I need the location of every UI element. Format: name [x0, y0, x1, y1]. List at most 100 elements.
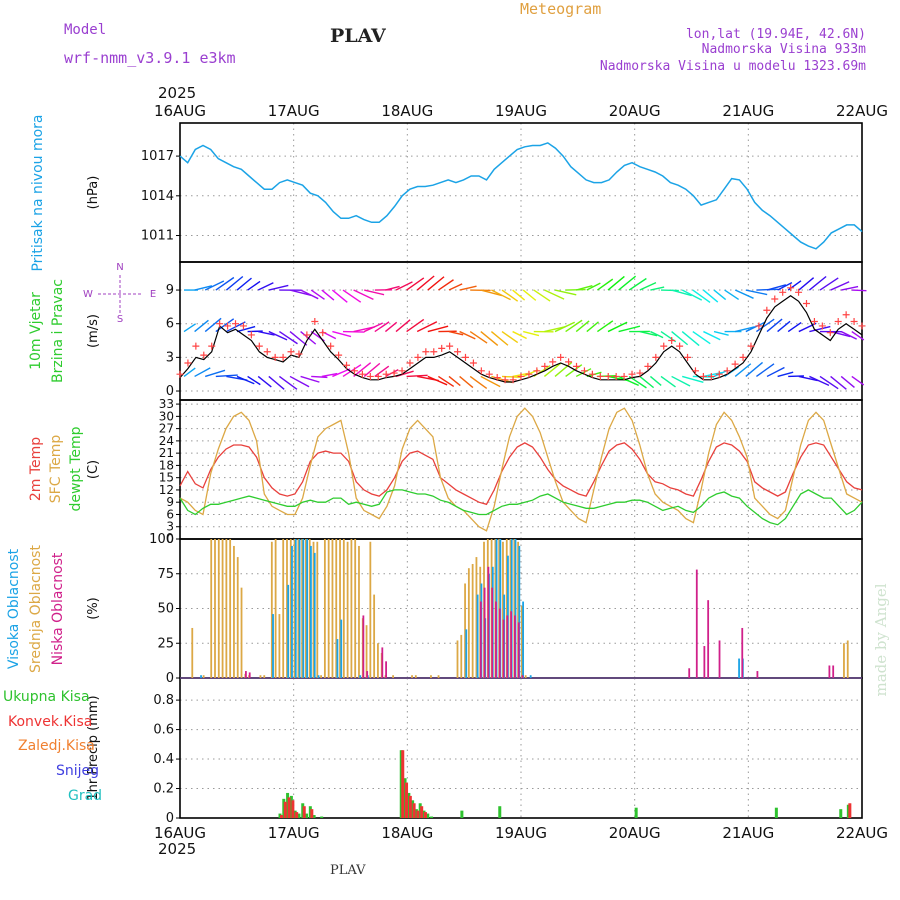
wind-arrow [268, 284, 289, 291]
gust-marker [691, 367, 699, 375]
cloud-bar-high [522, 601, 524, 678]
gust-marker [406, 359, 414, 367]
gust-marker [454, 348, 462, 356]
wind-arrow [650, 330, 664, 339]
wind-arrow [278, 375, 298, 390]
wind-arrow [809, 375, 830, 387]
wind-arrow [183, 323, 197, 333]
cloud-bar-mid [354, 539, 357, 678]
gust-marker [699, 372, 707, 380]
panel-clouds: 0 25 50 75 100 (%) [86, 532, 863, 686]
wind-arrow [523, 330, 540, 337]
wind-arrow [480, 375, 501, 388]
wind-arrow [258, 330, 275, 336]
wind-arrow [427, 276, 445, 291]
gust-marker [612, 372, 620, 380]
gust-marker [787, 284, 795, 292]
gust-marker [525, 370, 533, 378]
side-labels: N W E S Pritisak na nivou mora 10m Vjetar Brzi… [3, 114, 156, 804]
cloud-bar-low [491, 587, 494, 678]
station-title: PLAV [330, 25, 387, 47]
precip-bar-conv [416, 810, 420, 818]
model-label: Model [64, 22, 106, 38]
gust-marker [660, 342, 668, 350]
wind-arrow [543, 362, 562, 377]
cloud-bar-mid [331, 539, 334, 678]
gust-marker [271, 353, 279, 361]
xtick-top-label: 22AUG [836, 102, 888, 120]
wind-arrow [257, 375, 272, 388]
cloud-bar-mid [339, 539, 341, 678]
cloud-bar-high [514, 539, 517, 678]
wind-arrow [586, 321, 599, 333]
ylabel-temperature: (C) [86, 460, 101, 479]
cloud-bar-mid [214, 539, 216, 678]
gust-marker [779, 288, 787, 296]
gust-marker [668, 337, 676, 345]
wind-arrow [565, 319, 583, 333]
ytick-label: 18 [159, 458, 174, 472]
wind-arrow [321, 372, 338, 378]
cloud-bar-mid [365, 625, 368, 678]
x-axis-labels: 16AUG 16AUG 17AUG 17AUG 18AUG 18AUG 19AUG 19AUG… [154, 102, 888, 842]
wind-arrow [448, 375, 461, 387]
wind-arrow [851, 330, 865, 341]
cloud-bar-mid [289, 539, 292, 678]
ytick-label: 30 [159, 409, 174, 423]
wind-arrow [735, 326, 755, 333]
cloud-bar-mid [236, 557, 239, 678]
cloud-bar-mid [505, 539, 508, 678]
wind-arrow [363, 322, 384, 333]
ylabel-pressure: (hPa) [86, 176, 101, 210]
cloud-bar-mid [456, 640, 459, 678]
gust-marker [263, 348, 271, 356]
xtick-bottom-label: 21AUG [722, 824, 774, 842]
side-temp-sfc: SFC Temp [48, 435, 64, 504]
year-bottom: 2025 [158, 840, 196, 858]
wind-arrow [512, 289, 526, 301]
cloud-bar-mid [411, 675, 413, 678]
cloud-bar-mid [460, 634, 463, 678]
ytick-label: 0.2 [153, 782, 174, 797]
wind-arrow [480, 289, 503, 297]
cloud-bar-mid [437, 675, 440, 678]
gust-marker [224, 322, 232, 330]
wind-arrow [268, 375, 285, 390]
gust-marker [684, 353, 692, 361]
cloud-bar-high [291, 545, 293, 678]
cloud-bar-mid [373, 594, 376, 678]
wind-arrow [830, 281, 850, 291]
ytick-label: 9 [166, 495, 174, 509]
wind-arrow [766, 318, 783, 333]
gust-marker [557, 353, 565, 361]
wind-arrow [225, 275, 244, 291]
ytick-label: 9 [166, 283, 174, 298]
cloud-bar-high [359, 675, 362, 678]
gust-marker [834, 317, 842, 325]
wind-arrow [353, 289, 374, 301]
cloud-bar-high [336, 639, 339, 678]
gust-marker [565, 358, 573, 366]
wind-arrow [734, 289, 754, 299]
ytick-label: 24 [159, 434, 174, 448]
gust-marker [493, 374, 501, 382]
precip-bar-total [774, 807, 778, 818]
wind-arrow [236, 325, 256, 333]
wind-arrow [406, 277, 425, 291]
gust-marker [247, 331, 255, 339]
ytick-label: 0 [166, 671, 174, 686]
wind-arrow [576, 285, 593, 291]
xtick-bottom-label: 18AUG [381, 824, 433, 842]
gust-marker [842, 311, 850, 319]
wind-arrow [332, 368, 351, 378]
ylabel-wind: (m/s) [86, 314, 101, 348]
wind-arrow [491, 289, 511, 301]
cloud-bar-low [502, 619, 505, 678]
wind-arrow [681, 289, 703, 301]
gust-marker [446, 342, 454, 350]
cloud-bar-mid [335, 539, 338, 678]
xtick-top-label: 20AUG [609, 102, 661, 120]
xtick-bottom-label: 19AUG [495, 824, 547, 842]
cloud-bar-low [506, 615, 509, 678]
ytick-label: 25 [157, 636, 174, 651]
